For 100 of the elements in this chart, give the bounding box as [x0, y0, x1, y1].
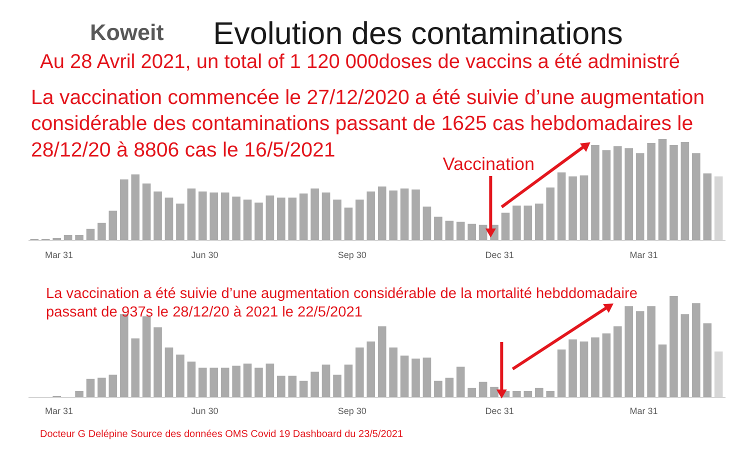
bar	[445, 378, 454, 397]
bar	[658, 344, 667, 397]
bar	[670, 296, 678, 397]
bar	[400, 188, 409, 240]
bar	[636, 153, 644, 240]
bar	[344, 364, 353, 397]
bar	[400, 356, 409, 397]
bar	[86, 228, 95, 240]
bar	[670, 145, 678, 240]
bar	[389, 348, 398, 397]
bar	[568, 176, 577, 240]
x-tick-label: Dec 31	[485, 406, 514, 416]
bar	[198, 368, 207, 397]
text: Docteur G Delépine Source des données OMS Covid 19 Dashboard du 23/5/2021	[40, 429, 404, 440]
bar	[512, 206, 521, 240]
bar	[98, 222, 106, 240]
bar	[142, 183, 151, 240]
bar	[356, 348, 364, 397]
x-tick-label: Dec 31	[485, 250, 514, 260]
bar	[524, 206, 532, 240]
x-tick-label: Mar 31	[44, 250, 73, 260]
bar	[512, 390, 521, 397]
bar	[647, 143, 656, 240]
chart-title: Evolution des contaminations	[213, 15, 623, 51]
bar	[557, 350, 566, 397]
x-tick-label: Sep 30	[338, 406, 366, 416]
x-tick-label: Jun 30	[191, 406, 218, 416]
bar	[591, 145, 600, 240]
bar	[220, 192, 230, 240]
bar	[468, 388, 476, 397]
bar	[602, 333, 611, 397]
bar	[243, 200, 252, 240]
bar	[680, 314, 690, 397]
bar	[288, 198, 297, 240]
bar	[501, 212, 510, 240]
x-tick-label: Sep 30	[338, 250, 366, 260]
bar	[232, 366, 240, 397]
bar	[232, 196, 240, 240]
bar	[131, 174, 140, 240]
bar	[580, 341, 588, 397]
bar	[131, 338, 140, 397]
bar	[692, 303, 700, 397]
bar	[98, 378, 106, 397]
bar	[299, 380, 308, 397]
bar	[591, 337, 600, 397]
bar	[647, 306, 656, 397]
bar	[624, 148, 634, 240]
bar	[277, 376, 286, 397]
bar	[277, 198, 286, 240]
bar	[546, 390, 554, 397]
bar	[164, 348, 174, 397]
bar	[366, 341, 376, 397]
bar	[108, 210, 118, 240]
bar	[434, 380, 442, 397]
chart-title: La vaccination a été suivie d’une augmentation considérable de la mortalité hebddomadaire passant de 937s le 28/12/20 à 2021 le 22/5/2021	[46, 286, 638, 320]
bar	[366, 192, 376, 240]
bar	[546, 187, 554, 240]
bar	[422, 358, 432, 397]
bar	[624, 306, 634, 397]
bar	[142, 316, 151, 397]
bar	[266, 196, 274, 240]
bar	[378, 186, 386, 240]
bar	[176, 204, 184, 240]
bar	[557, 172, 566, 240]
bar	[456, 222, 465, 240]
x-tick-label: Jun 30	[191, 250, 218, 260]
bar	[478, 382, 488, 397]
bar	[75, 234, 84, 240]
bar	[154, 192, 162, 240]
bar	[422, 206, 432, 240]
bar	[534, 388, 544, 397]
bar	[108, 374, 118, 397]
text: Koweit	[90, 20, 164, 45]
bar	[310, 372, 319, 397]
bar	[434, 216, 442, 240]
bar	[176, 354, 184, 397]
bar	[534, 204, 544, 240]
bar	[210, 192, 218, 240]
bar	[164, 198, 174, 240]
bar	[299, 194, 308, 240]
bar	[266, 364, 274, 397]
x-tick-label: Mar 31	[630, 406, 658, 416]
bar	[86, 378, 95, 397]
bar	[412, 358, 420, 397]
bar	[220, 368, 230, 397]
bar	[310, 188, 319, 240]
bar	[288, 376, 297, 397]
bar	[344, 208, 353, 240]
bar	[120, 179, 128, 240]
bar	[64, 234, 72, 240]
bar	[187, 188, 196, 240]
bar	[456, 366, 465, 397]
bar	[692, 153, 700, 240]
bar	[580, 175, 588, 240]
x-tick-label: Mar 31	[630, 250, 658, 260]
bar	[445, 220, 454, 240]
bar	[703, 173, 712, 240]
bar	[468, 224, 476, 240]
bar	[254, 368, 263, 397]
bar	[613, 326, 622, 397]
